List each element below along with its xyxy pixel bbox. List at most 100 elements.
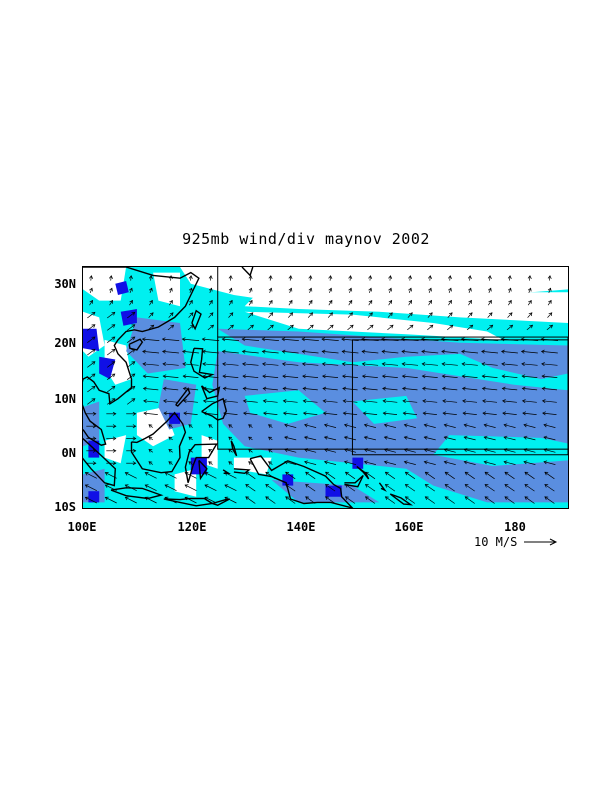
wind-vector-head	[403, 423, 408, 428]
wind-vector-shaft	[223, 388, 239, 391]
wind-vector	[304, 435, 317, 441]
wind-vector-shaft	[148, 424, 154, 428]
wind-vector-head	[524, 471, 529, 476]
wind-vector-head	[91, 348, 96, 353]
wind-vector	[327, 324, 334, 331]
wind-vector-head	[468, 312, 473, 317]
wind-vector-shaft	[344, 436, 357, 441]
wind-vector-shaft	[282, 363, 299, 366]
wind-vector-head	[148, 275, 153, 279]
wind-vector	[124, 472, 137, 479]
wind-vector-shaft	[188, 312, 194, 318]
wind-vector-shaft	[162, 338, 180, 341]
wind-vector-shaft	[183, 400, 198, 403]
wind-vector-shaft	[148, 461, 154, 465]
wind-vector-shaft	[468, 300, 472, 306]
wind-vector	[126, 448, 137, 453]
wind-vector-shaft	[405, 471, 416, 480]
wind-vector-shaft	[163, 388, 179, 391]
wind-vector	[401, 349, 419, 354]
wind-vector-shaft	[402, 375, 418, 378]
wind-vector	[364, 496, 376, 504]
wind-vector-head	[541, 374, 546, 379]
wind-vector-shaft	[345, 496, 356, 504]
wind-vector-head	[142, 349, 146, 354]
wind-vector	[282, 399, 298, 403]
wind-vector-shaft	[363, 400, 378, 403]
wind-vector	[362, 386, 378, 391]
wind-vector-shaft	[506, 324, 513, 331]
wind-vector-shaft	[308, 300, 313, 306]
wind-vector-shaft	[267, 324, 274, 331]
wind-vector-shaft	[469, 275, 471, 281]
wind-vector	[344, 496, 356, 504]
coastline	[128, 338, 144, 351]
wind-vector	[87, 398, 96, 405]
wind-vector-shaft	[546, 324, 553, 331]
wind-vector-shaft	[129, 288, 133, 294]
wind-vector-head	[243, 411, 247, 416]
wind-vector-head	[322, 399, 327, 403]
wind-vector	[261, 337, 279, 342]
wind-vector-shaft	[484, 436, 496, 441]
wind-vector-shaft	[188, 449, 193, 453]
wind-vector-head	[364, 471, 369, 476]
wind-vector	[540, 337, 559, 342]
wind-vector	[402, 399, 418, 403]
wind-vector-head	[208, 448, 213, 453]
wind-vector	[441, 386, 458, 391]
wind-vector-head	[169, 299, 173, 304]
wind-vector	[363, 435, 376, 441]
wind-vector-head	[429, 324, 434, 329]
wind-vector-head	[368, 275, 373, 279]
wind-vector	[228, 299, 233, 306]
wind-vector	[522, 411, 537, 416]
wind-vector-shaft	[543, 436, 556, 441]
wind-vector	[301, 337, 319, 342]
wind-vector	[268, 461, 273, 465]
wind-vector	[428, 287, 432, 294]
wind-vector-head	[189, 312, 194, 317]
wind-vector	[448, 287, 452, 294]
wind-vector-shaft	[322, 388, 338, 391]
wind-vector-shaft	[323, 400, 338, 403]
wind-vector-head	[421, 337, 425, 342]
wind-vector-shaft	[425, 471, 435, 480]
wind-vector-head	[188, 275, 193, 279]
wind-vector-shaft	[145, 472, 157, 479]
wind-vector	[342, 386, 358, 391]
wind-vector-head	[162, 362, 167, 366]
wind-vector-shaft	[424, 436, 436, 441]
wind-vector-head	[341, 337, 346, 342]
wind-vector	[228, 287, 233, 294]
wind-vector-shaft	[468, 288, 472, 294]
wind-vector-shaft	[342, 351, 359, 354]
wind-vector	[147, 324, 155, 331]
wind-vector-head	[424, 471, 429, 476]
wind-vector-head	[268, 448, 272, 453]
wind-vector-head	[132, 424, 137, 429]
wind-vector	[201, 349, 219, 354]
wind-vector	[267, 324, 274, 331]
wind-vector-shaft	[304, 424, 317, 428]
wind-vector-shaft	[466, 324, 473, 331]
wind-vector-head	[428, 299, 432, 304]
wind-vector-shaft	[324, 449, 337, 453]
wind-vector-head	[342, 374, 346, 379]
wind-vector	[305, 496, 316, 504]
wind-vector-shaft	[285, 484, 296, 492]
wind-vector-head	[230, 324, 234, 329]
wind-vector	[162, 362, 179, 366]
wind-vector-head	[343, 435, 348, 440]
wind-vector-shaft	[125, 472, 137, 479]
wind-vector-head	[480, 337, 485, 342]
wind-vector-head	[301, 349, 306, 354]
wind-vector-head	[548, 312, 553, 317]
wind-vector	[126, 336, 136, 343]
wind-vector	[481, 362, 498, 366]
wind-vector	[208, 299, 213, 306]
wind-vector-shaft	[87, 361, 96, 368]
wind-vector-shaft	[548, 288, 551, 294]
wind-vector-head	[248, 424, 252, 428]
wind-vector-shaft	[441, 338, 459, 341]
